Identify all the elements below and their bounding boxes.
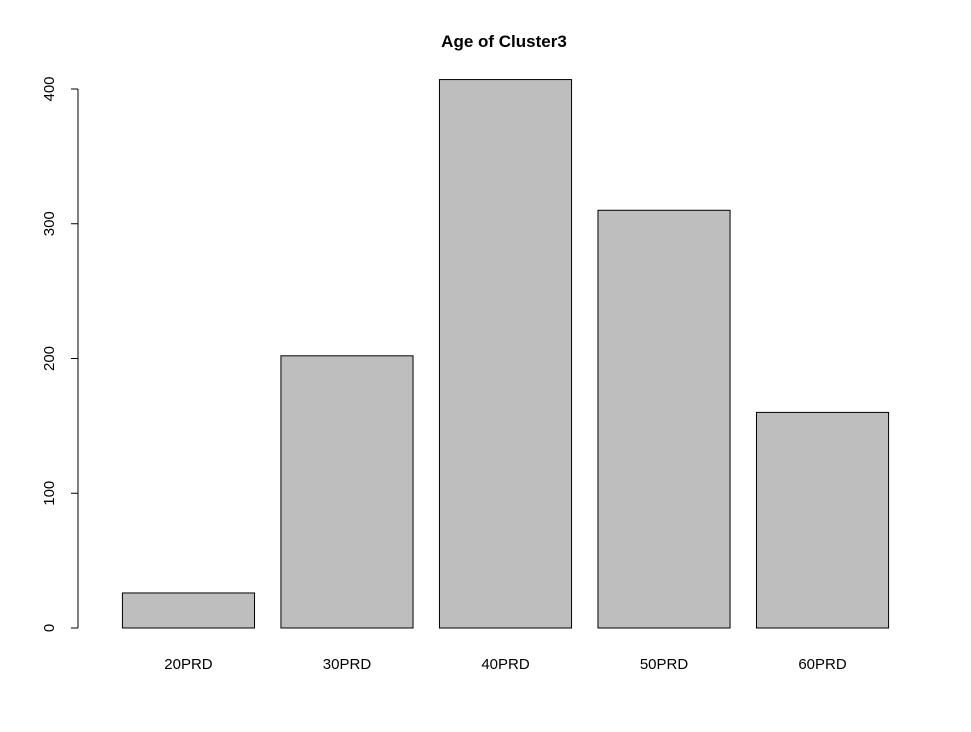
- bar-30prd: [280, 355, 414, 629]
- x-axis-labels: 20PRD 30PRD 40PRD 50PRD 60PRD: [164, 656, 847, 673]
- bars: [121, 79, 890, 629]
- y-axis: 0 100 200 300 400: [41, 76, 79, 632]
- bar-40prd: [438, 79, 573, 629]
- bar-20prd: [121, 592, 256, 629]
- y-tick-label: 100: [41, 481, 58, 506]
- x-category-label: 30PRD: [323, 656, 372, 673]
- x-category-label: 50PRD: [640, 656, 689, 673]
- bar-50prd: [597, 209, 731, 629]
- bar-60prd: [755, 411, 890, 629]
- y-tick-label: 400: [41, 76, 58, 101]
- y-tick-label: 200: [41, 346, 58, 371]
- x-category-label: 20PRD: [164, 656, 213, 673]
- y-tick-label: 300: [41, 211, 58, 236]
- x-category-label: 60PRD: [798, 656, 847, 673]
- x-category-label: 40PRD: [481, 656, 530, 673]
- chart-title: Age of Cluster3: [441, 32, 567, 51]
- y-tick-label: 0: [41, 624, 58, 632]
